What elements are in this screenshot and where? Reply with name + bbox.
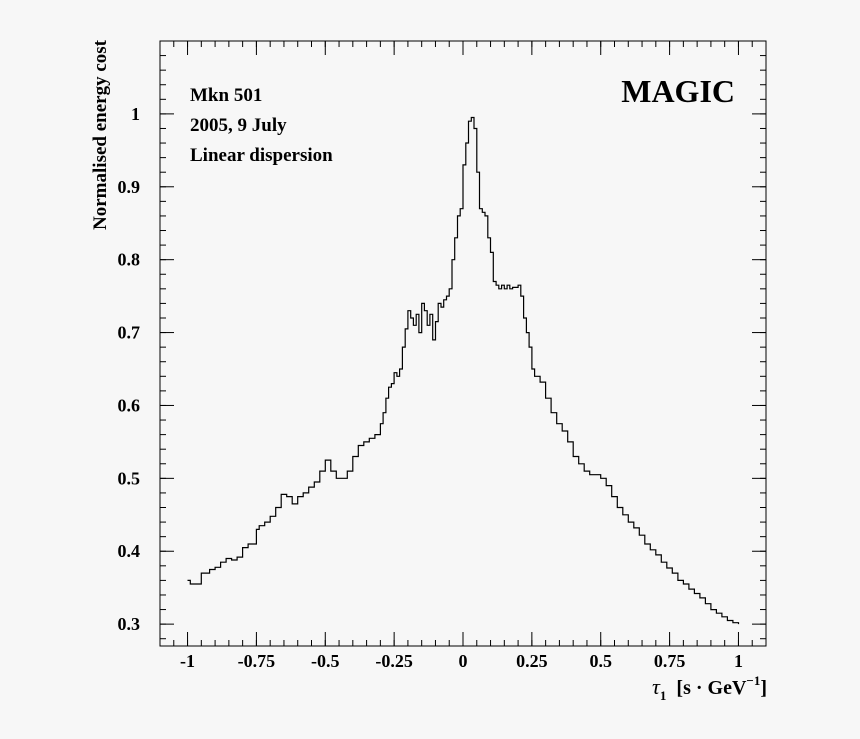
y-tick-label: 0.4: [118, 541, 141, 561]
x-axis-label-symbol: τ: [652, 674, 661, 699]
x-tick-label: -0.75: [238, 651, 276, 671]
x-tick-label: -1: [180, 651, 195, 671]
brand-label: MAGIC: [621, 73, 735, 109]
x-axis-label: τ1 [s · GeV−1]: [652, 673, 767, 703]
series-layer: [187, 116, 740, 625]
x-tick-label: 0.5: [589, 651, 612, 671]
x-axis-label-exponent: −1: [746, 673, 760, 688]
y-axis-label: Normalised energy cost: [90, 39, 111, 230]
y-axis: 0.3 0.4 0.5 0.6 0.7 0.8 0.9 1: [118, 40, 766, 640]
x-tick-label: 0.75: [654, 651, 686, 671]
y-tick-label: 0.3: [118, 614, 141, 634]
x-axis-label-subscript: 1: [660, 688, 667, 703]
annotation-source: Mkn 501: [190, 85, 262, 106]
y-tick-label: 1: [131, 104, 140, 124]
y-tick-label: 0.9: [118, 177, 141, 197]
x-tick-label: 0: [459, 651, 468, 671]
series-line: [187, 116, 740, 625]
annotation-model: Linear dispersion: [190, 145, 333, 166]
x-tick-label: -0.25: [375, 651, 413, 671]
x-axis-label-close: ]: [760, 677, 767, 699]
annotation-date: 2005, 9 July: [190, 115, 287, 136]
x-tick-label: -0.5: [311, 651, 340, 671]
x-axis-label-units: [s · GeV: [676, 677, 747, 699]
y-tick-label: 0.8: [118, 250, 141, 270]
x-tick-label: 0.25: [516, 651, 548, 671]
x-tick-label: 1: [734, 651, 743, 671]
y-tick-label: 0.6: [118, 395, 141, 415]
x-axis: -1 -0.75 -0.5 -0.25 0 0.25 0.5 0.75 1: [159, 41, 767, 671]
y-tick-label: 0.5: [118, 468, 141, 488]
y-tick-label: 0.7: [118, 323, 141, 343]
